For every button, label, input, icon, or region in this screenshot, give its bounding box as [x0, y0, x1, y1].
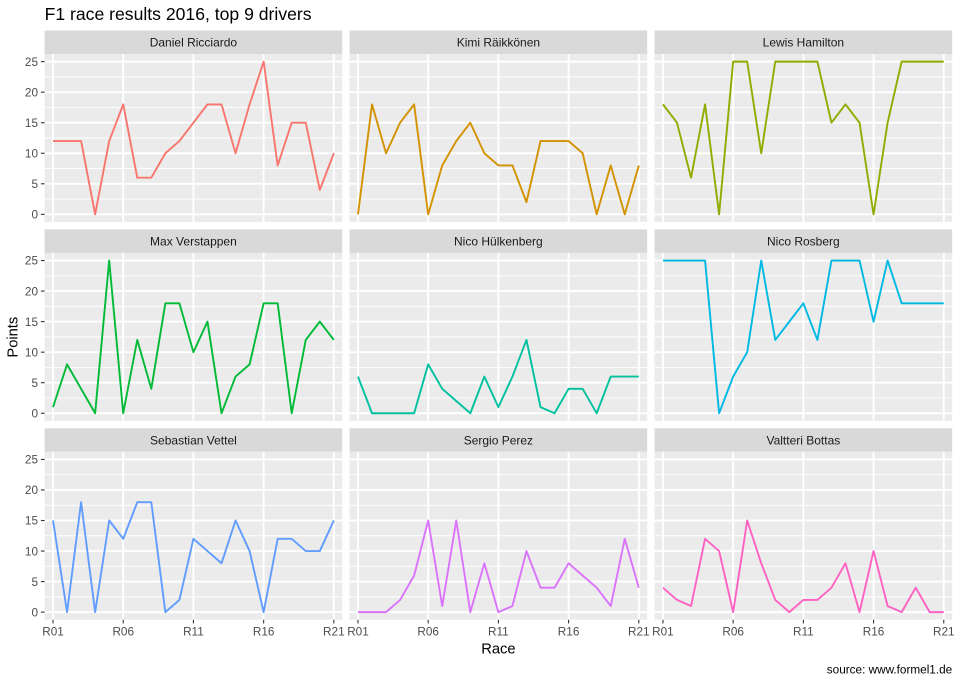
svg-text:Points: Points	[5, 317, 21, 358]
svg-text:5: 5	[31, 576, 38, 589]
svg-text:R21: R21	[628, 625, 650, 638]
svg-text:Valtteri Bottas: Valtteri Bottas	[766, 433, 840, 447]
svg-text:Kimi Räikkönen: Kimi Räikkönen	[457, 36, 540, 50]
svg-text:Nico Hülkenberg: Nico Hülkenberg	[454, 235, 543, 249]
svg-text:R01: R01	[42, 625, 64, 638]
svg-text:R11: R11	[793, 625, 814, 638]
svg-text:Max Verstappen: Max Verstappen	[150, 235, 237, 249]
svg-text:Sergio Perez: Sergio Perez	[464, 433, 533, 447]
svg-text:10: 10	[25, 147, 39, 160]
svg-text:R16: R16	[863, 625, 885, 638]
svg-text:20: 20	[25, 484, 39, 497]
svg-text:R01: R01	[652, 625, 674, 638]
svg-text:5: 5	[31, 178, 38, 191]
svg-text:R06: R06	[417, 625, 439, 638]
svg-text:15: 15	[25, 316, 39, 329]
svg-text:0: 0	[31, 606, 38, 619]
svg-text:20: 20	[25, 285, 39, 298]
svg-text:R16: R16	[558, 625, 580, 638]
svg-text:25: 25	[25, 454, 39, 467]
svg-text:R11: R11	[488, 625, 509, 638]
svg-text:R21: R21	[933, 625, 955, 638]
svg-text:15: 15	[25, 515, 39, 528]
svg-text:20: 20	[25, 86, 39, 99]
svg-text:F1 race results 2016, top 9 dr: F1 race results 2016, top 9 drivers	[45, 4, 312, 24]
svg-text:Race: Race	[481, 642, 515, 658]
svg-text:R16: R16	[253, 625, 275, 638]
svg-text:Lewis Hamilton: Lewis Hamilton	[763, 36, 844, 50]
svg-text:15: 15	[25, 117, 39, 130]
svg-text:R06: R06	[112, 625, 134, 638]
svg-text:25: 25	[25, 255, 39, 268]
svg-text:R11: R11	[183, 625, 204, 638]
svg-text:R21: R21	[323, 625, 345, 638]
svg-text:Daniel Ricciardo: Daniel Ricciardo	[150, 36, 238, 50]
svg-text:R01: R01	[347, 625, 369, 638]
svg-text:R06: R06	[722, 625, 744, 638]
svg-text:10: 10	[25, 545, 39, 558]
svg-text:0: 0	[31, 407, 38, 420]
svg-text:Nico Rosberg: Nico Rosberg	[767, 235, 840, 249]
svg-text:Sebastian Vettel: Sebastian Vettel	[150, 433, 237, 447]
svg-text:25: 25	[25, 56, 39, 69]
svg-text:source: www.formel1.de: source: www.formel1.de	[827, 664, 953, 677]
svg-text:5: 5	[31, 377, 38, 390]
svg-text:10: 10	[25, 346, 39, 359]
svg-text:0: 0	[31, 209, 38, 222]
